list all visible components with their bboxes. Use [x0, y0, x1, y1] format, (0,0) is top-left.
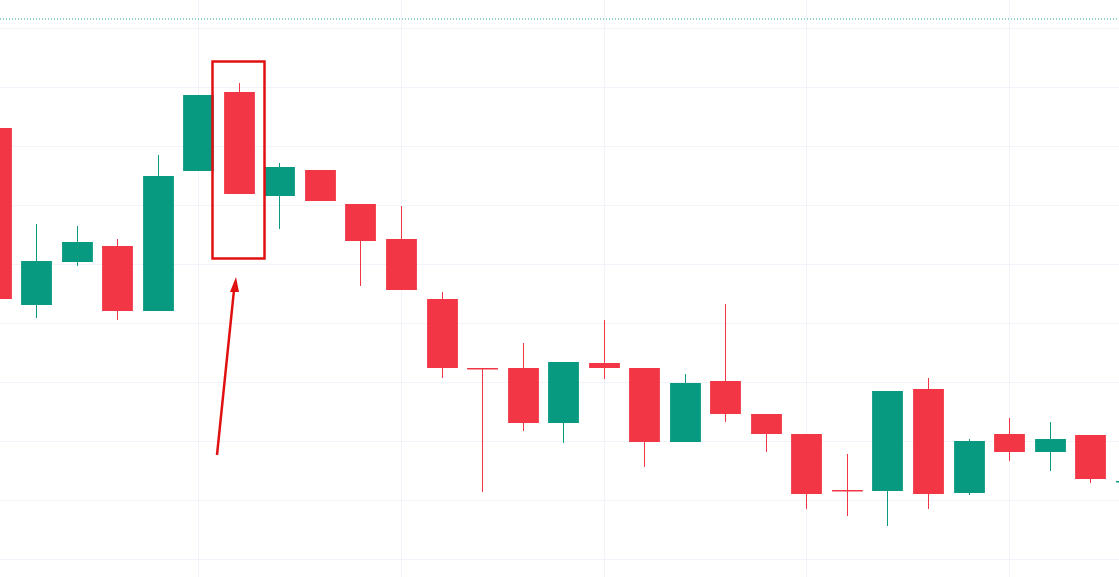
candle-body — [183, 95, 214, 171]
candle-body — [670, 383, 701, 442]
candle-body — [508, 368, 539, 423]
candle-body — [994, 434, 1025, 452]
candle-body — [548, 362, 579, 423]
candle-body — [345, 204, 376, 241]
candle-body — [102, 246, 133, 311]
candle-body — [62, 242, 93, 262]
candle-body — [143, 176, 174, 311]
arrow-head — [230, 277, 239, 292]
candle-body — [751, 414, 782, 434]
candle-body — [872, 391, 903, 491]
candle-body — [710, 381, 741, 414]
candle-body — [1075, 435, 1106, 479]
candle-body — [386, 239, 417, 290]
candle-body — [1035, 439, 1066, 452]
candle-body — [467, 368, 498, 370]
candle-body — [791, 434, 822, 494]
candle-body — [1116, 481, 1119, 483]
candle-body — [21, 261, 52, 305]
candle-body — [832, 490, 863, 492]
candle-body — [954, 441, 985, 493]
candle-body — [427, 299, 458, 368]
candle-body — [589, 363, 620, 368]
highlight-box — [211, 60, 266, 260]
candle-body — [264, 167, 295, 196]
candle-body — [224, 92, 255, 194]
candle-body — [0, 128, 12, 299]
candle-body — [913, 389, 944, 494]
candle-body — [305, 170, 336, 201]
candle-body — [629, 368, 660, 442]
candles — [0, 83, 1119, 526]
arrow-shaft — [215, 289, 236, 456]
